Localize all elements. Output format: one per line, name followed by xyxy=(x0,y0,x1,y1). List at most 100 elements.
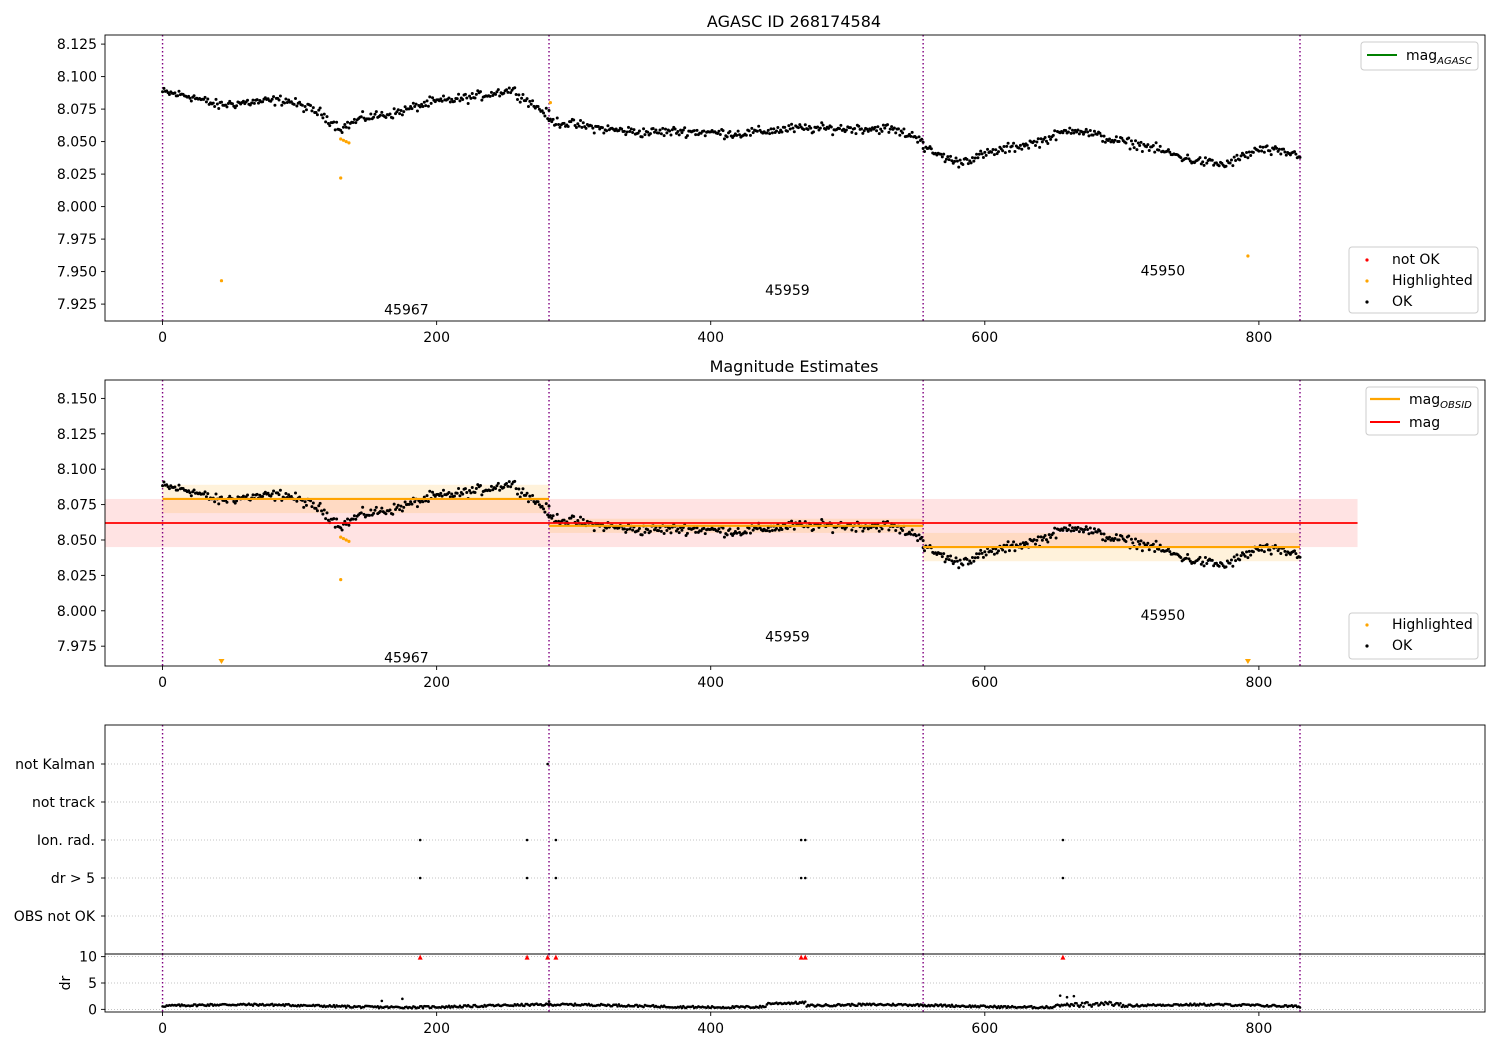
ok-point xyxy=(591,126,595,130)
ok-point xyxy=(653,528,657,532)
dr-clipped-marker xyxy=(553,954,559,960)
ok-point xyxy=(1077,530,1081,534)
ok-point xyxy=(1243,155,1247,159)
ok-point xyxy=(947,558,951,562)
ok-point xyxy=(894,131,898,135)
ok-point xyxy=(881,123,885,127)
ok-point xyxy=(476,483,480,487)
ok-point xyxy=(617,129,621,133)
ok-point xyxy=(640,135,644,139)
ok-point xyxy=(507,480,511,484)
ok-point xyxy=(1129,139,1133,143)
dr-point xyxy=(998,1006,1002,1010)
ok-point xyxy=(548,514,552,518)
ok-point xyxy=(765,131,769,135)
ok-point xyxy=(320,509,324,513)
ok-point xyxy=(352,514,356,518)
ok-point xyxy=(1131,541,1135,545)
ok-point xyxy=(929,147,933,151)
ok-point xyxy=(335,517,339,521)
ok-point xyxy=(997,549,1001,553)
ok-point xyxy=(203,95,207,99)
dr-point xyxy=(1065,995,1069,999)
ok-point xyxy=(1032,538,1036,542)
ok-point xyxy=(505,481,509,485)
ok-point xyxy=(812,527,816,531)
ok-point xyxy=(285,101,289,105)
flag-point xyxy=(525,876,529,880)
panel2-plot: 45967 45959 45950 0 200 400 600 800 7.975 8.000 8.… xyxy=(57,379,1486,691)
ok-point xyxy=(300,103,304,107)
panel2-xtick-label: 800 xyxy=(1246,675,1273,691)
ok-point xyxy=(513,479,517,483)
ok-point xyxy=(1265,543,1269,547)
ok-point xyxy=(569,516,573,520)
ok-point xyxy=(748,531,752,535)
ok-point xyxy=(346,517,350,521)
ok-point xyxy=(861,529,865,533)
ok-point xyxy=(340,528,344,532)
ok-point xyxy=(1277,147,1281,151)
ok-point xyxy=(230,102,234,106)
ok-point xyxy=(346,120,350,124)
dr-point xyxy=(251,1004,255,1007)
ok-point xyxy=(1198,555,1202,559)
ok-point xyxy=(622,527,626,531)
ok-point xyxy=(1205,161,1209,165)
ok-point xyxy=(717,129,721,133)
ok-point xyxy=(167,92,171,96)
ok-point xyxy=(770,131,774,135)
ok-point xyxy=(502,485,506,489)
ok-point xyxy=(452,494,456,498)
dr-point xyxy=(1079,1003,1083,1007)
ok-point xyxy=(343,519,347,523)
ok-point xyxy=(367,117,371,121)
ok-point xyxy=(1036,535,1040,539)
ok-point xyxy=(909,532,913,536)
ok-point xyxy=(580,125,584,129)
dr-point xyxy=(916,1002,919,1006)
ok-point xyxy=(972,159,976,163)
ok-point xyxy=(728,527,732,531)
flag-point xyxy=(525,838,529,842)
ok-point xyxy=(418,500,422,504)
ok-point xyxy=(1279,552,1283,556)
flag-point xyxy=(803,876,807,880)
ok-point xyxy=(981,156,985,160)
ok-point xyxy=(769,127,773,131)
dr-clipped-marker xyxy=(798,954,804,960)
ok-point xyxy=(352,117,356,121)
ok-point xyxy=(669,133,673,137)
ok-point xyxy=(1010,543,1014,547)
ok-point xyxy=(1039,137,1043,141)
ok-point xyxy=(661,126,665,130)
ok-point xyxy=(865,127,869,131)
ok-point xyxy=(542,111,546,115)
obs-label: 45950 xyxy=(1141,263,1186,279)
ok-point xyxy=(673,127,677,131)
ok-point xyxy=(392,502,396,506)
ok-point xyxy=(829,125,833,129)
ok-point xyxy=(261,495,265,499)
ok-point xyxy=(292,102,296,106)
ok-point xyxy=(1021,541,1025,545)
ok-point xyxy=(676,130,680,134)
ok-point xyxy=(261,100,265,104)
ok-point xyxy=(1269,552,1273,556)
ok-point xyxy=(441,94,445,98)
ok-point xyxy=(354,517,358,521)
ok-point xyxy=(750,126,754,130)
ok-point xyxy=(266,491,270,495)
ok-point xyxy=(1027,146,1031,150)
ok-point xyxy=(886,123,890,127)
ok-point xyxy=(695,128,699,132)
ok-point xyxy=(662,532,666,536)
ok-point xyxy=(958,558,962,562)
ok-point xyxy=(557,519,561,523)
flag-point xyxy=(1061,838,1065,842)
ok-point xyxy=(1184,556,1188,560)
ok-point xyxy=(1040,538,1044,542)
ok-point xyxy=(489,484,493,488)
ok-point xyxy=(162,480,166,484)
ok-point xyxy=(1275,146,1279,150)
